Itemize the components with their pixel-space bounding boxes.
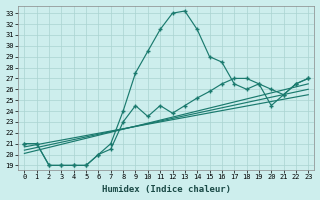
X-axis label: Humidex (Indice chaleur): Humidex (Indice chaleur): [102, 185, 231, 194]
